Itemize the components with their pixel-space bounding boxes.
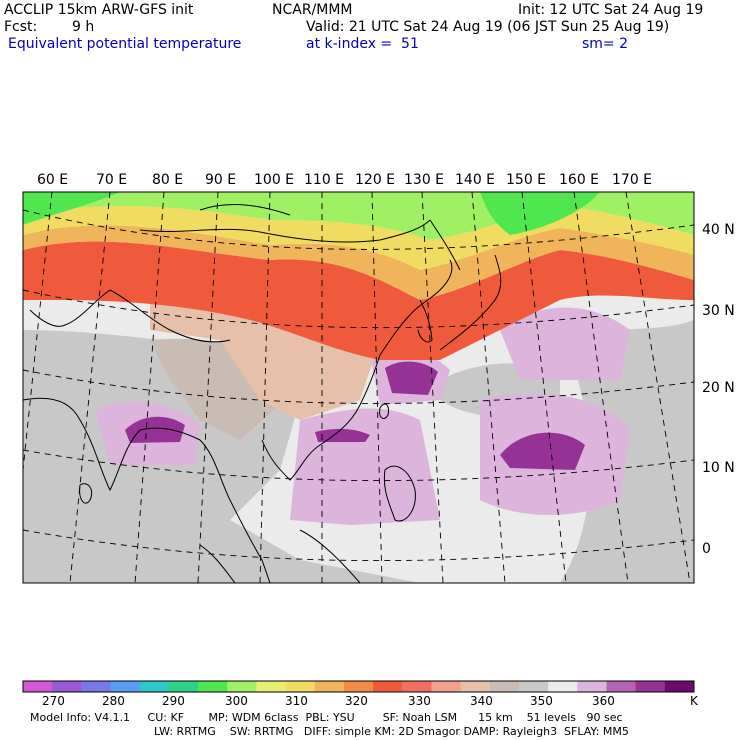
colorbar (22, 680, 695, 693)
coastline-korea (417, 299, 433, 343)
field-band-350 (23, 520, 420, 583)
field-core-370 (125, 416, 185, 443)
smoothing: sm= 2 (582, 36, 629, 52)
colorbar-swatch (606, 681, 637, 692)
colorbar-tick: 330 (408, 694, 431, 708)
colorbar-swatch (635, 681, 666, 692)
colorbar-swatch (548, 681, 578, 692)
coastline-sri-lanka (79, 483, 93, 504)
parallel-10n (23, 449, 694, 482)
field-band-360 (500, 307, 630, 380)
lon-label: 70 E (96, 172, 128, 188)
colorbar-swatch (23, 681, 53, 692)
colorbar-tick: 360 (592, 694, 615, 708)
field-band-300 (23, 192, 120, 225)
border (29, 289, 111, 327)
lat-label: 20 N (702, 380, 735, 396)
theta-e-field (23, 192, 694, 583)
fcst-value: 9 h (72, 19, 95, 35)
lon-label: 150 E (506, 172, 547, 188)
model-info-line1: Model Info: V4.1.1 CU: KF MP: WDM 6class… (30, 711, 623, 724)
lon-label: 130 E (404, 172, 445, 188)
graticule (23, 192, 694, 583)
border (109, 289, 231, 343)
colorbar-swatch (168, 681, 199, 692)
colorbar-swatch (110, 681, 141, 692)
lat-label: 10 N (702, 460, 735, 476)
colorbar-swatch (256, 681, 287, 692)
border (429, 219, 461, 271)
colorbar-tick: 350 (530, 694, 553, 708)
colorbar-swatch (402, 681, 432, 692)
lon-label: 140 E (455, 172, 496, 188)
colorbar-swatch (139, 681, 170, 692)
level-index: at k-index = 51 (306, 36, 419, 52)
coastline-china-east (379, 259, 453, 356)
colorbar-swatch (81, 681, 112, 692)
colorbar-swatch (664, 681, 695, 692)
border (139, 219, 431, 243)
colorbar-swatch (343, 681, 374, 692)
org-label: NCAR/MMM (272, 2, 353, 18)
lon-label: 120 E (355, 172, 396, 188)
coastline-japan (439, 254, 502, 351)
colorbar-frame (22, 680, 695, 693)
model-info-line2: LW: RRTMG SW: RRTMG DIFF: simple KM: 2D … (154, 725, 629, 738)
colorbar-swatch (285, 681, 316, 692)
field-core-370 (385, 361, 438, 395)
valid-time: Valid: 21 UTC Sat 24 Aug 19 (06 JST Sun … (306, 19, 670, 35)
colorbar-swatch (489, 681, 520, 692)
colorbar-tick: 340 (470, 694, 493, 708)
lat-label: 0 (702, 541, 711, 557)
lon-label: 100 E (254, 172, 295, 188)
coastline-sumatra (199, 544, 236, 583)
colorbar-swatch (577, 681, 607, 692)
lat-label: 30 N (702, 303, 735, 319)
colorbar-swatch (198, 681, 228, 692)
colorbar-tick: 280 (102, 694, 125, 708)
coastline-borneo (299, 529, 361, 583)
field-core-370 (500, 432, 585, 470)
lon-label: 60 E (37, 172, 69, 188)
map-frame (22, 191, 695, 584)
colorbar-tick: 290 (162, 694, 185, 708)
lon-label: 160 E (559, 172, 600, 188)
lat-label: 40 N (702, 222, 735, 238)
parallel-equator (23, 529, 694, 562)
init-time: Init: 12 UTC Sat 24 Aug 19 (518, 2, 704, 18)
field-band-330 (23, 241, 694, 360)
field-band-360 (290, 408, 440, 525)
coastline-south-asia (23, 397, 271, 583)
colorbar-swatch (431, 681, 462, 692)
colorbar-swatch (227, 681, 257, 692)
field-name: Equivalent potential temperature (8, 36, 242, 52)
lon-label: 90 E (205, 172, 237, 188)
lon-label: 110 E (304, 172, 345, 188)
border (199, 204, 291, 216)
field-band-320 (23, 225, 694, 300)
coastline-taiwan (379, 403, 389, 419)
colorbar-swatch (314, 681, 345, 692)
colorbar-swatch (460, 681, 491, 692)
colorbar-tick: 270 (42, 694, 65, 708)
field-band-300 (480, 192, 600, 235)
colorbar-swatch (52, 681, 82, 692)
coastlines (23, 204, 502, 583)
lon-label: 170 E (612, 172, 653, 188)
fcst-label: Fcst: (4, 19, 38, 35)
colorbar-swatch (518, 681, 549, 692)
colorbar-tick: 320 (345, 694, 368, 708)
colorbar-unit: K (690, 694, 698, 708)
coastline-indochina (261, 354, 381, 481)
colorbar-tick: 300 (225, 694, 248, 708)
meridian (23, 192, 53, 471)
model-title: ACCLIP 15km ARW-GFS init (4, 2, 194, 18)
meridian (625, 192, 691, 583)
coastline-philippines (383, 465, 416, 522)
lon-label: 80 E (152, 172, 184, 188)
colorbar-tick: 310 (285, 694, 308, 708)
colorbar-swatch (373, 681, 403, 692)
